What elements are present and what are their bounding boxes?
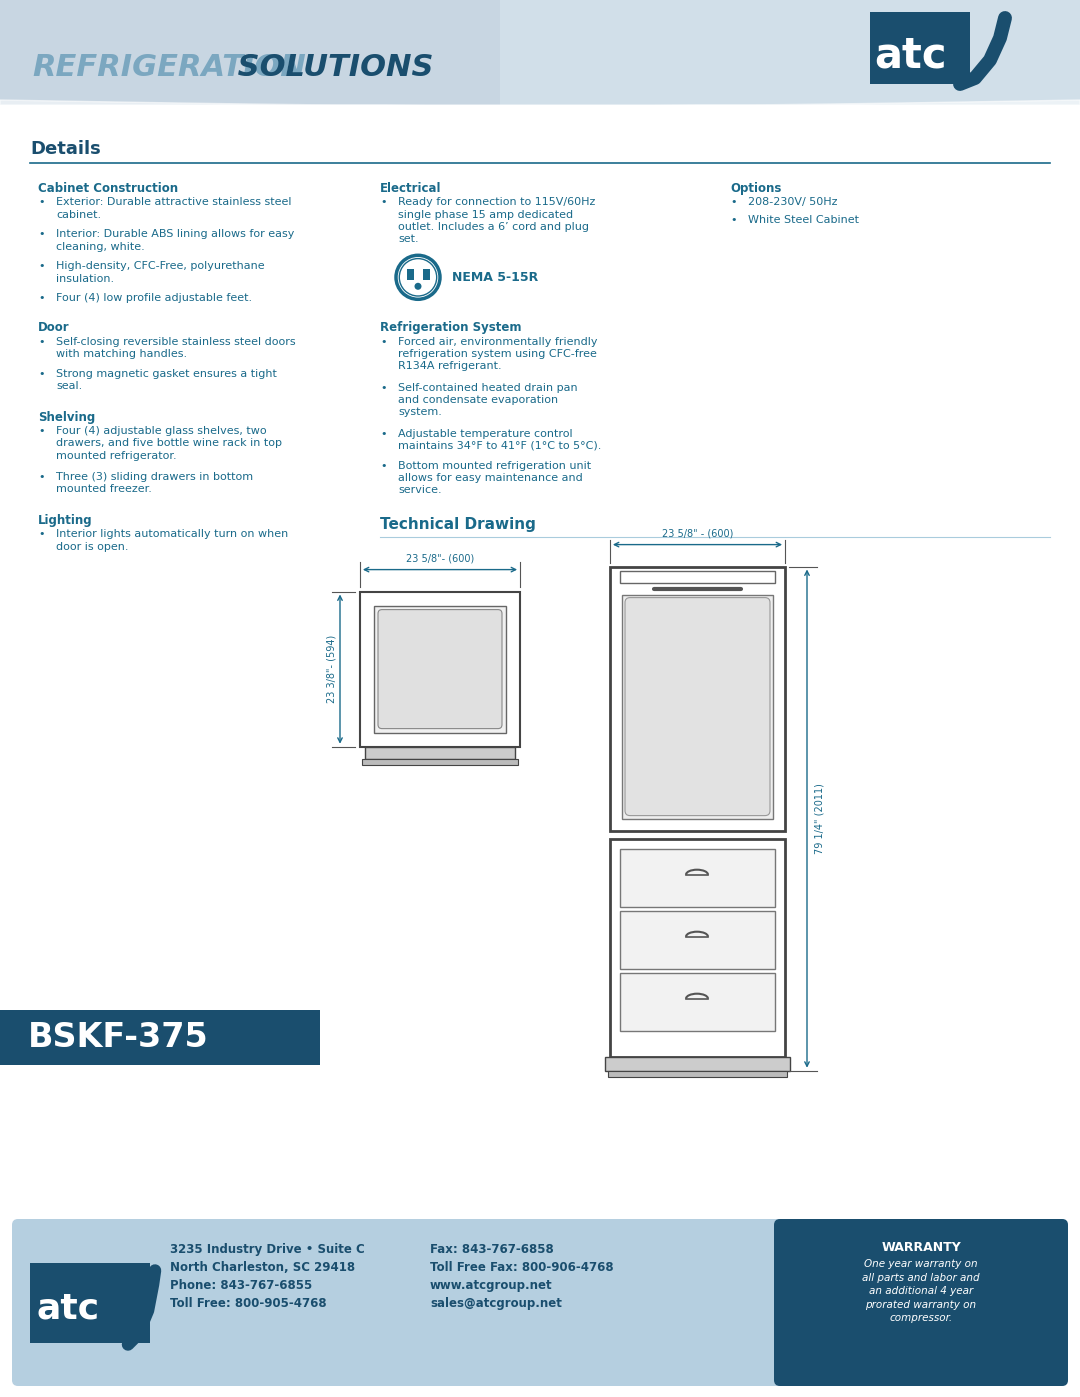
Bar	[422, 270, 430, 281]
Text: atc: atc	[874, 35, 946, 77]
Text: atc: atc	[36, 1292, 99, 1326]
Bar	[780, 1231, 800, 1375]
Text: sales@atcgroup.net: sales@atcgroup.net	[430, 1296, 562, 1310]
Text: 3235 Industry Drive • Suite C: 3235 Industry Drive • Suite C	[170, 1243, 365, 1256]
Text: Bottom mounted refrigeration unit
allows for easy maintenance and
service.: Bottom mounted refrigeration unit allows…	[399, 461, 591, 496]
Text: One year warranty on
all parts and labor and
an additional 4 year
prorated warra: One year warranty on all parts and labor…	[862, 1259, 980, 1323]
Text: White Steel Cabinet: White Steel Cabinet	[748, 215, 859, 225]
Text: Phone: 843-767-6855: Phone: 843-767-6855	[170, 1280, 312, 1292]
Text: •: •	[380, 197, 387, 207]
Bar	[608, 1070, 787, 1077]
Bar	[610, 567, 785, 831]
Text: Adjustable temperature control
maintains 34°F to 41°F (1°C to 5°C).: Adjustable temperature control maintains…	[399, 429, 602, 451]
Circle shape	[415, 282, 421, 289]
Text: •: •	[380, 337, 387, 346]
Bar	[620, 972, 775, 1031]
Text: Cabinet Construction: Cabinet Construction	[38, 182, 178, 196]
FancyBboxPatch shape	[378, 609, 502, 729]
Text: Door: Door	[38, 321, 69, 334]
Text: •: •	[38, 369, 44, 379]
Bar	[406, 270, 414, 281]
Bar	[610, 838, 785, 1056]
Text: Strong magnetic gasket ensures a tight
seal.: Strong magnetic gasket ensures a tight s…	[56, 369, 276, 391]
Text: 23 5/8"- (600): 23 5/8"- (600)	[406, 553, 474, 563]
Text: Self-closing reversible stainless steel doors
with matching handles.: Self-closing reversible stainless steel …	[56, 337, 296, 359]
Bar	[0, 0, 1080, 105]
Text: Forced air, environmentally friendly
refrigeration system using CFC-free
R134A r: Forced air, environmentally friendly ref…	[399, 337, 597, 372]
Text: Interior lights automatically turn on when
door is open.: Interior lights automatically turn on wh…	[56, 529, 288, 552]
Text: 23 3/8"- (594): 23 3/8"- (594)	[326, 636, 336, 703]
Text: •: •	[38, 229, 44, 239]
FancyBboxPatch shape	[625, 598, 770, 816]
Text: Toll Free: 800-905-4768: Toll Free: 800-905-4768	[170, 1296, 326, 1310]
Text: Shelving: Shelving	[38, 411, 95, 423]
Text: Four (4) low profile adjustable feet.: Four (4) low profile adjustable feet.	[56, 293, 252, 303]
Text: •: •	[380, 383, 387, 393]
Bar	[30, 1263, 150, 1343]
Text: group: group	[940, 22, 968, 32]
Text: Electrical: Electrical	[380, 182, 442, 196]
Bar	[360, 591, 519, 746]
Text: Ready for connection to 115V/60Hz
single phase 15 amp dedicated
outlet. Includes: Ready for connection to 115V/60Hz single…	[399, 197, 595, 244]
Text: BSKF-375: BSKF-375	[28, 1021, 208, 1053]
Text: Exterior: Durable attractive stainless steel
cabinet.: Exterior: Durable attractive stainless s…	[56, 197, 292, 219]
Text: Interior: Durable ABS lining allows for easy
cleaning, white.: Interior: Durable ABS lining allows for …	[56, 229, 295, 251]
Text: •: •	[38, 472, 44, 482]
Bar	[605, 1056, 789, 1070]
Bar	[365, 746, 515, 759]
Text: •: •	[730, 197, 737, 207]
Text: •: •	[730, 215, 737, 225]
Text: Refrigeration System: Refrigeration System	[380, 321, 522, 334]
FancyBboxPatch shape	[774, 1220, 1068, 1386]
Text: •: •	[38, 197, 44, 207]
Bar	[374, 606, 507, 732]
Text: 23 5/8" - (600): 23 5/8" - (600)	[662, 528, 733, 539]
Text: Toll Free Fax: 800-906-4768: Toll Free Fax: 800-906-4768	[430, 1261, 613, 1274]
Bar	[500, 0, 1080, 105]
Bar	[620, 911, 775, 968]
Text: •: •	[38, 337, 44, 346]
Text: WARRANTY: WARRANTY	[881, 1241, 961, 1255]
Text: •: •	[380, 429, 387, 439]
Text: Lighting: Lighting	[38, 514, 93, 527]
Bar	[0, 1010, 320, 1065]
Text: •: •	[380, 461, 387, 471]
Text: •: •	[38, 261, 44, 271]
Text: Four (4) adjustable glass shelves, two
drawers, and five bottle wine rack in top: Four (4) adjustable glass shelves, two d…	[56, 426, 282, 461]
Text: NEMA 5-15R: NEMA 5-15R	[453, 271, 538, 284]
Text: Three (3) sliding drawers in bottom
mounted freezer.: Three (3) sliding drawers in bottom moun…	[56, 472, 253, 495]
Text: 208-230V/ 50Hz: 208-230V/ 50Hz	[748, 197, 837, 207]
Text: www.atcgroup.net: www.atcgroup.net	[430, 1280, 553, 1292]
Text: High-density, CFC-Free, polyurethane
insulation.: High-density, CFC-Free, polyurethane ins…	[56, 261, 265, 284]
Bar	[362, 759, 518, 764]
Text: •: •	[38, 529, 44, 539]
Text: SOLUTIONS: SOLUTIONS	[227, 53, 433, 82]
Text: group: group	[120, 1274, 148, 1284]
Text: •: •	[38, 426, 44, 436]
Text: Self-contained heated drain pan
and condensate evaporation
system.: Self-contained heated drain pan and cond…	[399, 383, 578, 418]
Text: Options: Options	[730, 182, 781, 196]
Bar	[622, 595, 773, 819]
Text: REFRIGERATION: REFRIGERATION	[32, 53, 306, 82]
Text: North Charleston, SC 29418: North Charleston, SC 29418	[170, 1261, 355, 1274]
Bar	[620, 848, 775, 907]
Text: Fax: 843-767-6858: Fax: 843-767-6858	[430, 1243, 554, 1256]
Text: 79 1/4" (2011): 79 1/4" (2011)	[815, 784, 825, 854]
Bar	[870, 13, 970, 84]
Text: •: •	[38, 293, 44, 303]
FancyBboxPatch shape	[12, 1220, 1068, 1386]
Text: Details: Details	[30, 140, 100, 158]
Bar	[620, 570, 775, 583]
Text: Technical Drawing: Technical Drawing	[380, 517, 536, 532]
